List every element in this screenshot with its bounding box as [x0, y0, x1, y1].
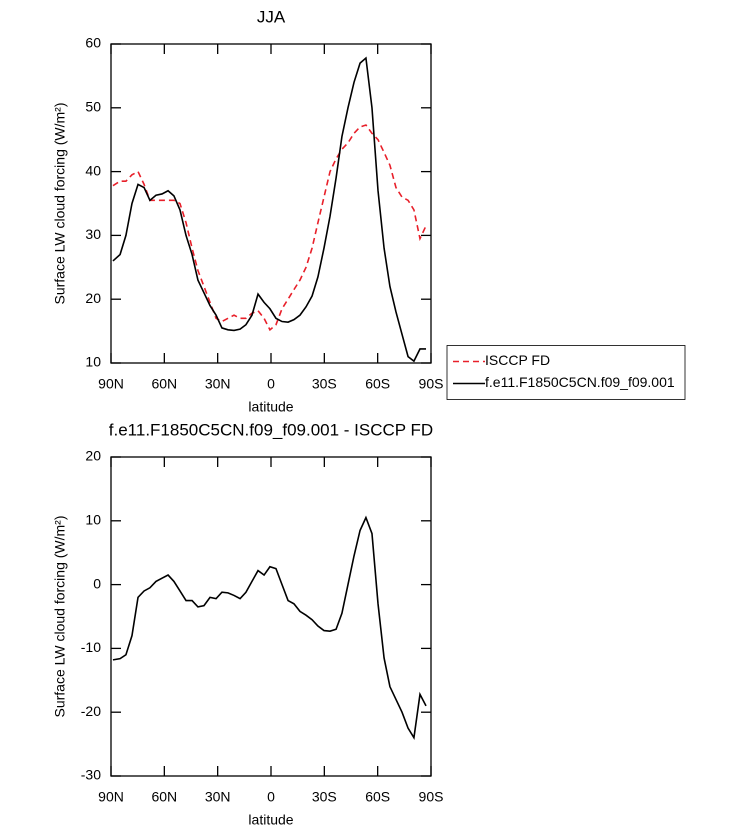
y-tick-label: -20 — [81, 703, 101, 719]
y-axis-label: Surface LW cloud forcing (W/m²) — [52, 515, 68, 717]
x-tick-label: 60N — [151, 789, 177, 805]
x-tick-label: 90N — [98, 376, 124, 392]
x-tick-label: 60S — [365, 376, 390, 392]
chart-title: f.e11.F1850C5CN.f09_f09.001 - ISCCP FD — [109, 420, 433, 439]
y-axis-label: Surface LW cloud forcing (W/m²) — [52, 102, 68, 304]
data-line — [112, 56, 427, 363]
x-tick-label: 90S — [419, 789, 444, 805]
y-tick-label: 40 — [85, 162, 101, 178]
y-tick-label: 20 — [85, 290, 101, 306]
x-tick-label: 90N — [98, 789, 124, 805]
legend-label: f.e11.F1850C5CN.f09_f09.001 — [485, 374, 675, 390]
plot-frame — [110, 43, 432, 364]
y-tick-label: 50 — [85, 99, 101, 115]
x-tick-label: 30S — [312, 789, 337, 805]
y-tick-label: 10 — [85, 354, 101, 370]
y-tick-label: 0 — [93, 575, 101, 591]
x-tick-label: 90S — [419, 376, 444, 392]
chart-title: JJA — [257, 7, 286, 26]
x-tick-label: 30N — [205, 376, 231, 392]
y-tick-label: 20 — [85, 448, 101, 464]
x-tick-label: 0 — [267, 789, 275, 805]
data-line — [112, 124, 427, 332]
x-tick-label: 60S — [365, 789, 390, 805]
y-tick-label: 60 — [85, 35, 101, 51]
x-axis-label: latitude — [248, 399, 293, 415]
legend-label: ISCCP FD — [485, 352, 550, 368]
x-tick-label: 0 — [267, 376, 275, 392]
x-tick-label: 30S — [312, 376, 337, 392]
y-tick-label: -10 — [81, 639, 101, 655]
x-axis-label: latitude — [248, 812, 293, 828]
y-tick-label: -30 — [81, 767, 101, 783]
y-tick-label: 30 — [85, 226, 101, 242]
plot-frame — [110, 456, 432, 777]
x-tick-label: 30N — [205, 789, 231, 805]
y-tick-label: 10 — [85, 512, 101, 528]
x-tick-label: 60N — [151, 376, 177, 392]
data-line — [112, 515, 427, 741]
legend-box — [446, 345, 686, 400]
